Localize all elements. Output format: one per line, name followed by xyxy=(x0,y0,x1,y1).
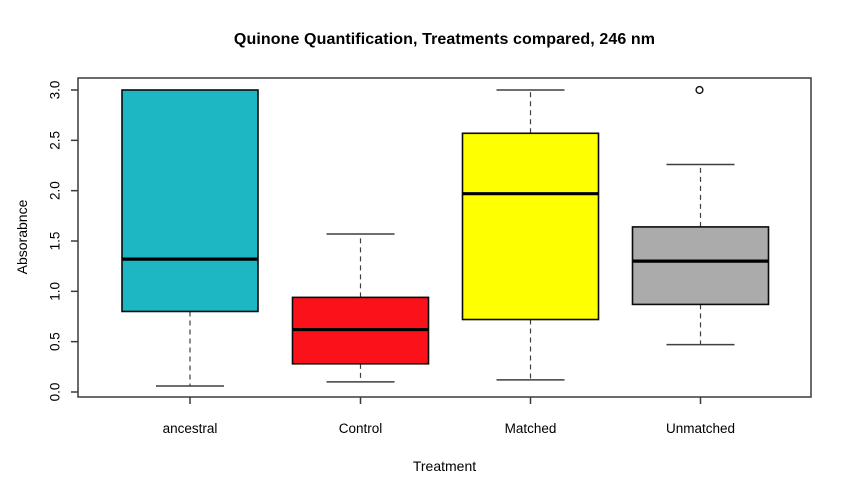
x-tick-label: Unmatched xyxy=(666,421,735,436)
y-tick-label: 1.5 xyxy=(48,232,63,251)
y-tick-label: 0.5 xyxy=(48,332,63,351)
outlier-point xyxy=(695,85,704,95)
y-tick-label: 2.5 xyxy=(48,131,63,150)
x-tick-label: Control xyxy=(339,421,383,436)
chart-title: Quinone Quantification, Treatments compa… xyxy=(233,31,656,48)
box-unmatched xyxy=(631,226,770,306)
y-tick-label: 3.0 xyxy=(48,81,63,100)
x-tick-label: Matched xyxy=(505,421,557,436)
y-tick-label: 2.0 xyxy=(48,181,63,200)
box-ancestral xyxy=(121,89,259,313)
y-tick-label: 1.0 xyxy=(48,282,63,301)
y-tick-label: 0.0 xyxy=(48,383,63,402)
box-matched xyxy=(461,132,600,321)
x-tick-label: ancestral xyxy=(163,421,218,436)
x-axis-title: Treatment xyxy=(412,458,477,474)
plot-frame xyxy=(77,77,812,398)
